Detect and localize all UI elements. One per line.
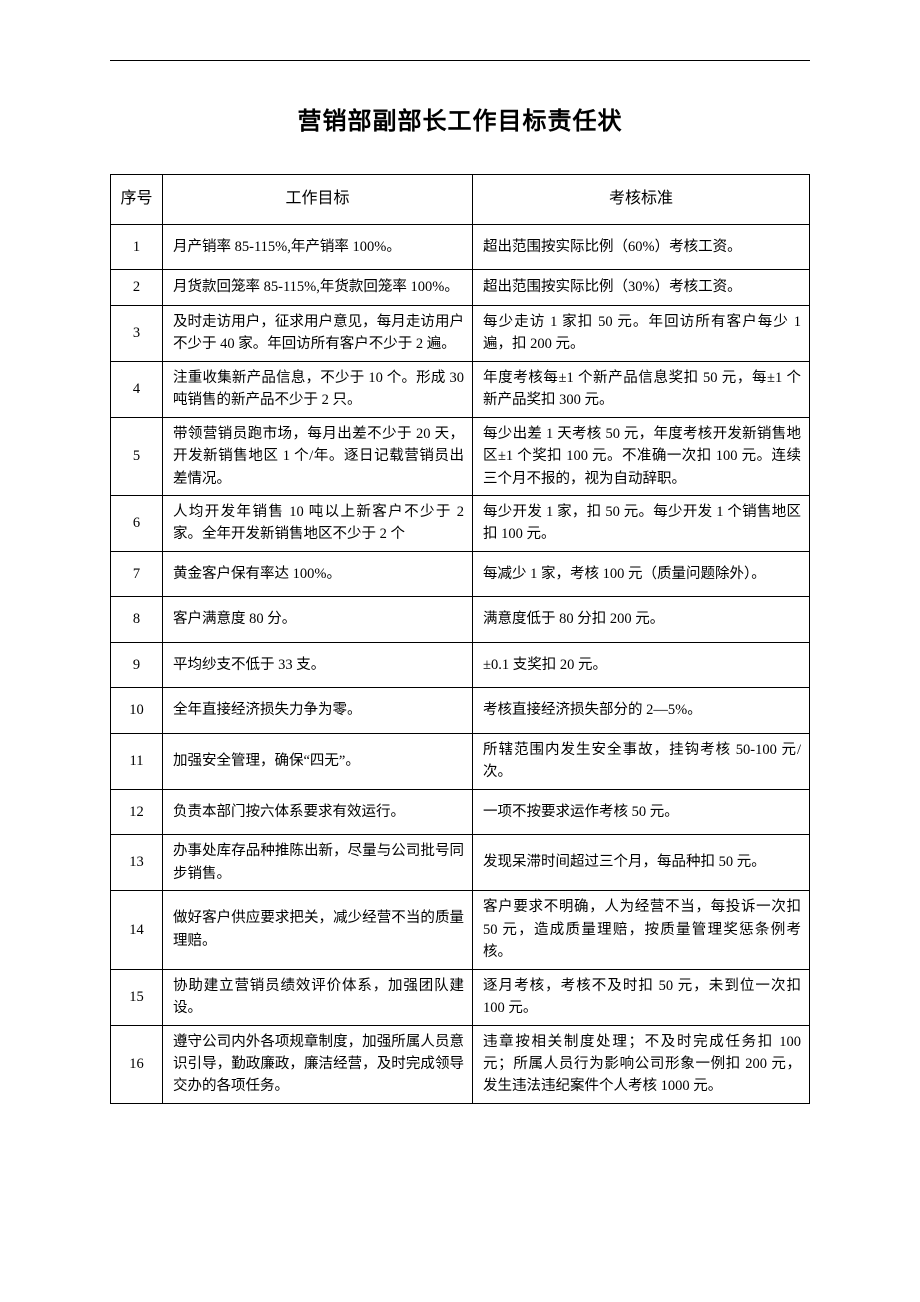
cell-goal: 人均开发年销售 10 吨以上新客户不少于 2 家。全年开发新销售地区不少于 2 …	[163, 496, 473, 552]
header-divider	[110, 60, 810, 61]
cell-seq: 2	[111, 270, 163, 305]
cell-goal: 月产销率 85-115%,年产销率 100%。	[163, 224, 473, 269]
table-row: 3及时走访用户，征求用户意见，每月走访用户不少于 40 家。年回访所有客户不少于…	[111, 305, 810, 361]
cell-standard: 客户要求不明确，人为经营不当，每投诉一次扣 50 元，造成质量理赔，按质量管理奖…	[473, 891, 810, 969]
cell-seq: 14	[111, 891, 163, 969]
cell-standard: 所辖范围内发生安全事故，挂钩考核 50-100 元/次。	[473, 733, 810, 789]
cell-seq: 9	[111, 642, 163, 687]
cell-standard: 每减少 1 家，考核 100 元（质量问题除外）。	[473, 551, 810, 596]
cell-seq: 1	[111, 224, 163, 269]
cell-standard: 考核直接经济损失部分的 2—5%。	[473, 688, 810, 733]
cell-goal: 遵守公司内外各项规章制度，加强所属人员意识引导，勤政廉政，廉洁经营，及时完成领导…	[163, 1025, 473, 1103]
col-header-standard: 考核标准	[473, 175, 810, 225]
cell-standard: ±0.1 支奖扣 20 元。	[473, 642, 810, 687]
cell-goal: 黄金客户保有率达 100%。	[163, 551, 473, 596]
cell-goal: 办事处库存品种推陈出新，尽量与公司批号同步销售。	[163, 835, 473, 891]
cell-seq: 8	[111, 597, 163, 642]
cell-goal: 做好客户供应要求把关，减少经营不当的质量理赔。	[163, 891, 473, 969]
cell-goal: 注重收集新产品信息，不少于 10 个。形成 30 吨销售的新产品不少于 2 只。	[163, 361, 473, 417]
table-row: 5带领营销员跑市场，每月出差不少于 20 天，开发新销售地区 1 个/年。逐日记…	[111, 417, 810, 495]
cell-standard: 超出范围按实际比例（30%）考核工资。	[473, 270, 810, 305]
cell-standard: 超出范围按实际比例（60%）考核工资。	[473, 224, 810, 269]
cell-seq: 15	[111, 969, 163, 1025]
cell-goal: 月货款回笼率 85-115%,年货款回笼率 100%。	[163, 270, 473, 305]
cell-goal: 全年直接经济损失力争为零。	[163, 688, 473, 733]
page-title: 营销部副部长工作目标责任状	[110, 101, 810, 136]
table-row: 8客户满意度 80 分。满意度低于 80 分扣 200 元。	[111, 597, 810, 642]
table-row: 9平均纱支不低于 33 支。±0.1 支奖扣 20 元。	[111, 642, 810, 687]
responsibility-table: 序号 工作目标 考核标准 1月产销率 85-115%,年产销率 100%。超出范…	[110, 174, 810, 1104]
table-row: 6人均开发年销售 10 吨以上新客户不少于 2 家。全年开发新销售地区不少于 2…	[111, 496, 810, 552]
cell-standard: 满意度低于 80 分扣 200 元。	[473, 597, 810, 642]
cell-seq: 10	[111, 688, 163, 733]
cell-standard: 发现呆滞时间超过三个月，每品种扣 50 元。	[473, 835, 810, 891]
cell-goal: 带领营销员跑市场，每月出差不少于 20 天，开发新销售地区 1 个/年。逐日记载…	[163, 417, 473, 495]
cell-standard: 每少出差 1 天考核 50 元，年度考核开发新销售地区±1 个奖扣 100 元。…	[473, 417, 810, 495]
table-row: 12负责本部门按六体系要求有效运行。一项不按要求运作考核 50 元。	[111, 789, 810, 834]
col-header-seq: 序号	[111, 175, 163, 225]
cell-seq: 6	[111, 496, 163, 552]
cell-standard: 一项不按要求运作考核 50 元。	[473, 789, 810, 834]
cell-seq: 5	[111, 417, 163, 495]
table-row: 7黄金客户保有率达 100%。每减少 1 家，考核 100 元（质量问题除外）。	[111, 551, 810, 596]
table-row: 16遵守公司内外各项规章制度，加强所属人员意识引导，勤政廉政，廉洁经营，及时完成…	[111, 1025, 810, 1103]
cell-seq: 12	[111, 789, 163, 834]
table-row: 15协助建立营销员绩效评价体系，加强团队建设。逐月考核，考核不及时扣 50 元，…	[111, 969, 810, 1025]
cell-seq: 16	[111, 1025, 163, 1103]
cell-seq: 4	[111, 361, 163, 417]
table-row: 11加强安全管理，确保“四无”。所辖范围内发生安全事故，挂钩考核 50-100 …	[111, 733, 810, 789]
table-row: 4注重收集新产品信息，不少于 10 个。形成 30 吨销售的新产品不少于 2 只…	[111, 361, 810, 417]
col-header-goal: 工作目标	[163, 175, 473, 225]
cell-seq: 3	[111, 305, 163, 361]
table-row: 14做好客户供应要求把关，减少经营不当的质量理赔。客户要求不明确，人为经营不当，…	[111, 891, 810, 969]
cell-standard: 每少开发 1 家，扣 50 元。每少开发 1 个销售地区扣 100 元。	[473, 496, 810, 552]
cell-seq: 7	[111, 551, 163, 596]
cell-seq: 13	[111, 835, 163, 891]
cell-goal: 平均纱支不低于 33 支。	[163, 642, 473, 687]
cell-goal: 及时走访用户，征求用户意见，每月走访用户不少于 40 家。年回访所有客户不少于 …	[163, 305, 473, 361]
table-row: 1月产销率 85-115%,年产销率 100%。超出范围按实际比例（60%）考核…	[111, 224, 810, 269]
cell-seq: 11	[111, 733, 163, 789]
cell-goal: 负责本部门按六体系要求有效运行。	[163, 789, 473, 834]
cell-standard: 年度考核每±1 个新产品信息奖扣 50 元，每±1 个新产品奖扣 300 元。	[473, 361, 810, 417]
cell-goal: 客户满意度 80 分。	[163, 597, 473, 642]
cell-goal: 协助建立营销员绩效评价体系，加强团队建设。	[163, 969, 473, 1025]
cell-goal: 加强安全管理，确保“四无”。	[163, 733, 473, 789]
table-header-row: 序号 工作目标 考核标准	[111, 175, 810, 225]
table-row: 2月货款回笼率 85-115%,年货款回笼率 100%。超出范围按实际比例（30…	[111, 270, 810, 305]
cell-standard: 每少走访 1 家扣 50 元。年回访所有客户每少 1 遍，扣 200 元。	[473, 305, 810, 361]
table-row: 10全年直接经济损失力争为零。考核直接经济损失部分的 2—5%。	[111, 688, 810, 733]
cell-standard: 违章按相关制度处理；不及时完成任务扣 100 元；所属人员行为影响公司形象一例扣…	[473, 1025, 810, 1103]
table-row: 13办事处库存品种推陈出新，尽量与公司批号同步销售。发现呆滞时间超过三个月，每品…	[111, 835, 810, 891]
cell-standard: 逐月考核，考核不及时扣 50 元，未到位一次扣 100 元。	[473, 969, 810, 1025]
